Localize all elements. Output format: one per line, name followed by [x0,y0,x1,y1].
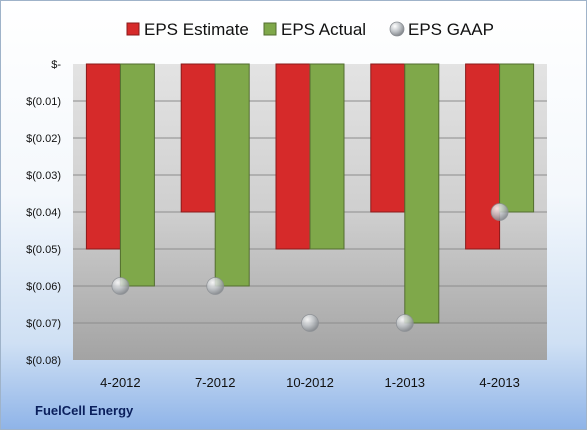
legend-label: EPS GAAP [408,20,494,39]
legend-swatch [263,22,277,36]
bar-eps-actual [499,63,535,213]
bars [85,63,535,324]
gaap-markers [111,203,509,332]
company-label: FuelCell Energy [35,403,134,418]
marker-eps-gaap [490,203,509,221]
legend-swatch [389,21,405,37]
y-tick-label: $(0.05) [26,244,61,256]
x-tick-label: 7-2012 [195,375,235,390]
legend-label: EPS Estimate [144,20,249,39]
y-axis-ticks: $- $(0.01) $(0.02) $(0.03) $(0.04) $(0.05) $(0… [26,59,61,367]
x-tick-label: 1-2013 [385,375,425,390]
bar-eps-estimate [275,63,311,250]
legend-swatch [126,22,140,36]
legend-label: EPS Actual [281,20,366,39]
bar-eps-actual [119,63,155,287]
y-tick-label: $(0.04) [26,207,61,219]
bar-eps-actual [404,63,440,324]
y-tick-label: $(0.01) [26,96,61,108]
x-tick-label: 4-2013 [479,375,519,390]
bar-eps-actual [309,63,345,250]
bar-eps-estimate [465,63,501,250]
legend: EPS Estimate EPS Actual EPS GAAP [126,20,494,39]
bar-eps-estimate [85,63,121,250]
bar-eps-actual [214,63,250,287]
marker-eps-gaap [395,314,414,332]
x-tick-label: 10-2012 [286,375,334,390]
x-axis-ticks: 4-2012 7-2012 10-2012 1-2013 4-2013 [100,375,520,390]
y-tick-label: $(0.03) [26,170,61,182]
marker-eps-gaap [301,314,319,332]
y-tick-label: $(0.08) [26,355,61,367]
y-tick-label: $(0.06) [26,281,61,293]
x-tick-label: 4-2012 [100,375,140,390]
bar-eps-estimate [180,63,216,213]
bar-eps-estimate [370,63,406,213]
y-tick-label: $(0.02) [26,133,61,145]
y-tick-label: $(0.07) [26,318,61,330]
marker-eps-gaap [206,277,225,295]
y-tick-label: $- [51,59,61,71]
marker-eps-gaap [111,277,130,295]
